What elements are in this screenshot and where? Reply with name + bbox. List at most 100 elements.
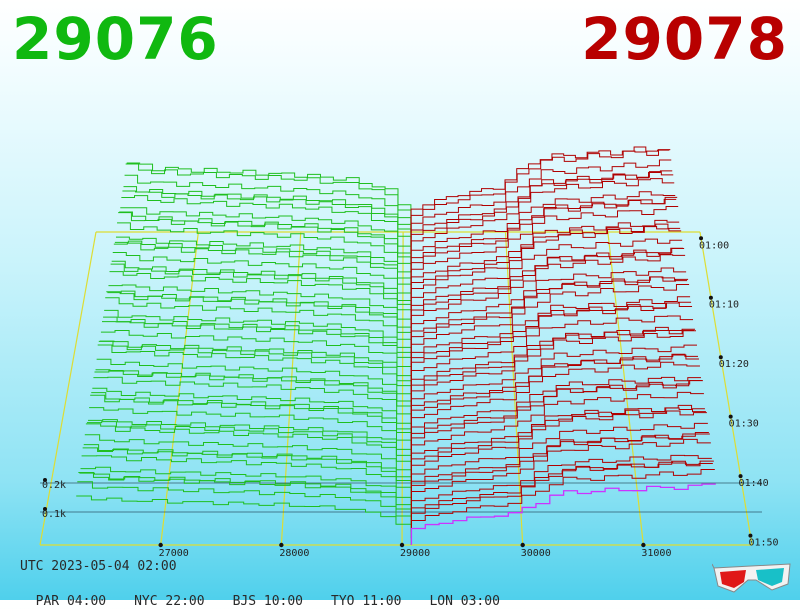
bid-depth-row [110, 263, 412, 332]
bid-depth-row [117, 222, 412, 292]
ask-depth-row [410, 422, 708, 492]
price-tick-marker [158, 542, 163, 548]
ask-depth-row [410, 149, 671, 239]
ask-depth-row [410, 468, 715, 539]
price-tick-marker [399, 542, 405, 548]
ask-depth-row [410, 354, 699, 432]
time-tick-marker [718, 355, 723, 360]
price-tick-label: 27000 [159, 548, 189, 559]
bid-depth-row [104, 309, 412, 372]
grid-edge-line [699, 231, 753, 546]
bid-depth-row [109, 271, 412, 339]
bid-depth-row [95, 369, 412, 426]
bid-depth-row [89, 407, 412, 466]
bid-depth-row [80, 466, 412, 519]
bid-depth-row [119, 211, 412, 279]
price-tick-label: 29000 [400, 548, 430, 559]
bid-depth-row [77, 481, 412, 539]
bid-depth-row [115, 236, 412, 299]
bid-depth-row [103, 316, 412, 379]
time-tick-label: 01:50 [748, 538, 778, 549]
bid-depth-row [83, 444, 412, 499]
ask-depth-row [410, 344, 697, 419]
zone-clock: NYC 22:00 [134, 594, 205, 609]
bid-depth-row [122, 190, 412, 259]
bid-depth-row [124, 174, 412, 246]
time-tick-marker [748, 533, 753, 538]
bid-depth-row [90, 394, 412, 459]
bid-depth-row [120, 207, 412, 272]
zone-clock: TYO 11:00 [331, 594, 402, 609]
bid-depth-row [97, 344, 412, 412]
bid-depth-row [82, 447, 412, 506]
time-tick-label: 01:00 [699, 240, 729, 251]
time-tick-label: 01:20 [719, 359, 749, 370]
bid-depth-row [94, 370, 412, 432]
zone-clock: LON 03:00 [429, 594, 500, 609]
grid-price-line [401, 231, 404, 546]
ask-depth-row [410, 171, 674, 259]
price-tick-label: 31000 [641, 548, 671, 559]
price-tick-label: 28000 [279, 548, 309, 559]
ask-depth-row [410, 225, 682, 312]
ask-depth-row [410, 178, 675, 266]
depth-tick-marker [43, 507, 47, 511]
ask-depth-row [410, 361, 700, 439]
price-tick-marker [520, 542, 525, 548]
bid-depth-row [113, 242, 412, 312]
bid-depth-row [96, 358, 412, 419]
bid-depth-row [105, 297, 412, 366]
bid-depth-row [81, 455, 412, 512]
price-tick-label: 30000 [521, 548, 551, 559]
bid-depth-row [106, 291, 412, 359]
bid-depth-row [93, 376, 412, 439]
bid-depth-row [125, 163, 412, 239]
bid-depth-row [91, 392, 412, 452]
grid-price-line [160, 231, 199, 546]
ask-depth-row [410, 219, 680, 299]
bid-depth-row [118, 212, 412, 286]
ask-depth-row [410, 284, 690, 366]
ask-depth-row [410, 460, 714, 532]
utc-timestamp: UTC 2023-05-04 02:00 [20, 559, 177, 574]
time-tick-marker [738, 474, 743, 479]
zone-clock: PAR 04:00 [35, 594, 107, 609]
ask-depth-row [410, 267, 687, 346]
ask-depth-row [410, 330, 697, 412]
bid-depth-row [78, 471, 412, 532]
bid-depth-row [92, 387, 412, 446]
grid-edge-line [39, 231, 97, 546]
ask-depth-row [410, 454, 712, 519]
3d-glasses-icon[interactable] [711, 560, 792, 598]
bid-depth-row [84, 434, 412, 492]
depth-tick-label: 0.2k [42, 480, 66, 491]
ask-depth-row [410, 410, 707, 486]
bid-depth-row [79, 472, 412, 526]
ask-depth-row [410, 276, 688, 352]
bid-depth-row [99, 340, 412, 399]
ask-depth-row [410, 433, 710, 506]
bid-depth-row [126, 162, 412, 232]
bid-price: 29076 [12, 5, 219, 73]
depth-tick-label: 0.1k [42, 509, 66, 520]
ask-price: 29078 [581, 5, 788, 73]
ask-depth-row [410, 407, 706, 479]
latest-ask-row [410, 483, 716, 545]
ask-depth-row [410, 276, 689, 359]
ask-depth-row [410, 191, 676, 272]
ask-depth-row [410, 302, 693, 386]
ask-depth-row [410, 380, 703, 459]
bid-depth-row [88, 419, 412, 472]
bid-depth-row [100, 329, 412, 392]
bid-depth-row [114, 240, 412, 306]
bid-depth-row [112, 251, 412, 319]
ask-depth-row [410, 391, 704, 466]
timezone-clocks: PAR 04:00 NYC 22:00 BJS 10:00 TYO 11:00 LON … [20, 579, 528, 609]
time-tick-marker [728, 414, 733, 419]
ask-depth-row [410, 223, 681, 306]
bid-depth-row [101, 321, 412, 386]
bid-depth-row [108, 284, 412, 346]
time-tick-label: 01:10 [709, 300, 739, 311]
ask-depth-row [410, 206, 679, 292]
